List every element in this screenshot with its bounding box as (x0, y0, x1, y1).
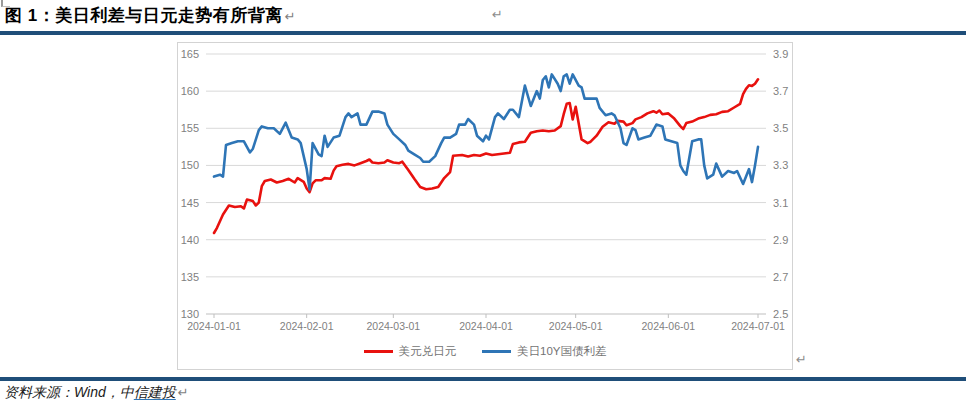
chart-area: 165 160 155 150 145 140 135 130 3.9 3.7 3.5 3.3 3.1 2… (177, 42, 793, 370)
chart-legend: 美元兑日元 美日10Y国债利差 (178, 344, 792, 359)
left-axis-tick-label: 145 (181, 197, 199, 209)
legend-label-spread: 美日10Y国债利差 (517, 344, 606, 359)
right-axis-tick-label: 2.7 (773, 271, 788, 283)
source-hyperlink[interactable]: 信建投 (134, 384, 176, 400)
right-axis-tick-label: 3.7 (773, 85, 788, 97)
left-axis-tick-label: 165 (181, 48, 199, 60)
left-axis-tick-label: 130 (181, 308, 199, 320)
series-line-spread (214, 74, 758, 189)
paragraph-return-icon: ↵ (492, 7, 503, 22)
x-axis-tick-label: 2024-06-01 (641, 320, 695, 332)
legend-label-usdjpy: 美元兑日元 (399, 344, 457, 359)
figure-title: 图 1：美日利差与日元走势有所背离↵ (5, 4, 296, 27)
paragraph-return-icon: ↵ (178, 385, 189, 400)
right-axis-tick-label: 3.1 (773, 197, 788, 209)
legend-item-spread: 美日10Y国债利差 (482, 344, 606, 359)
left-axis-tick-label: 160 (181, 85, 199, 97)
right-axis-tick-label: 3.9 (773, 48, 788, 60)
paragraph-return-icon: ↵ (285, 9, 296, 24)
left-axis-tick-label: 155 (181, 122, 199, 134)
legend-swatch-red (364, 350, 393, 353)
source-line: 资料来源：Wind，中信建投↵ (4, 384, 189, 402)
top-divider-rule (0, 31, 966, 35)
x-axis-tick-label: 2024-04-01 (459, 320, 513, 332)
document-page: 图 1：美日利差与日元走势有所背离↵ ↵ 1651601551501451401… (0, 0, 966, 407)
paragraph-return-icon: ↵ (796, 352, 807, 367)
legend-item-usdjpy: 美元兑日元 (364, 344, 457, 359)
x-axis-tick-label: 2024-03-01 (366, 320, 420, 332)
right-axis-tick-label: 3.3 (773, 159, 788, 171)
series-line-usdjpy (214, 79, 758, 233)
x-axis-tick-label: 2024-02-01 (280, 320, 334, 332)
x-axis-tick-label: 2024-05-01 (549, 320, 603, 332)
left-axis-tick-label: 140 (181, 234, 199, 246)
source-text: 资料来源：Wind，中 (4, 384, 134, 400)
right-axis-tick-label: 2.5 (773, 308, 788, 320)
x-axis-tick-label: 2024-01-01 (187, 320, 241, 332)
figure-title-text: 图 1：美日利差与日元走势有所背离 (5, 6, 283, 25)
right-axis-tick-label: 2.9 (773, 234, 788, 246)
bottom-divider-rule (0, 377, 966, 381)
chart-svg: 165 160 155 150 145 140 135 130 3.9 3.7 3.5 3.3 3.1 2… (178, 43, 792, 369)
right-axis-tick-label: 3.5 (773, 122, 788, 134)
left-axis-tick-label: 150 (181, 159, 199, 171)
legend-swatch-blue (482, 350, 511, 353)
left-axis-tick-label: 135 (181, 271, 199, 283)
x-axis-tick-label: 2024-07-01 (731, 320, 785, 332)
